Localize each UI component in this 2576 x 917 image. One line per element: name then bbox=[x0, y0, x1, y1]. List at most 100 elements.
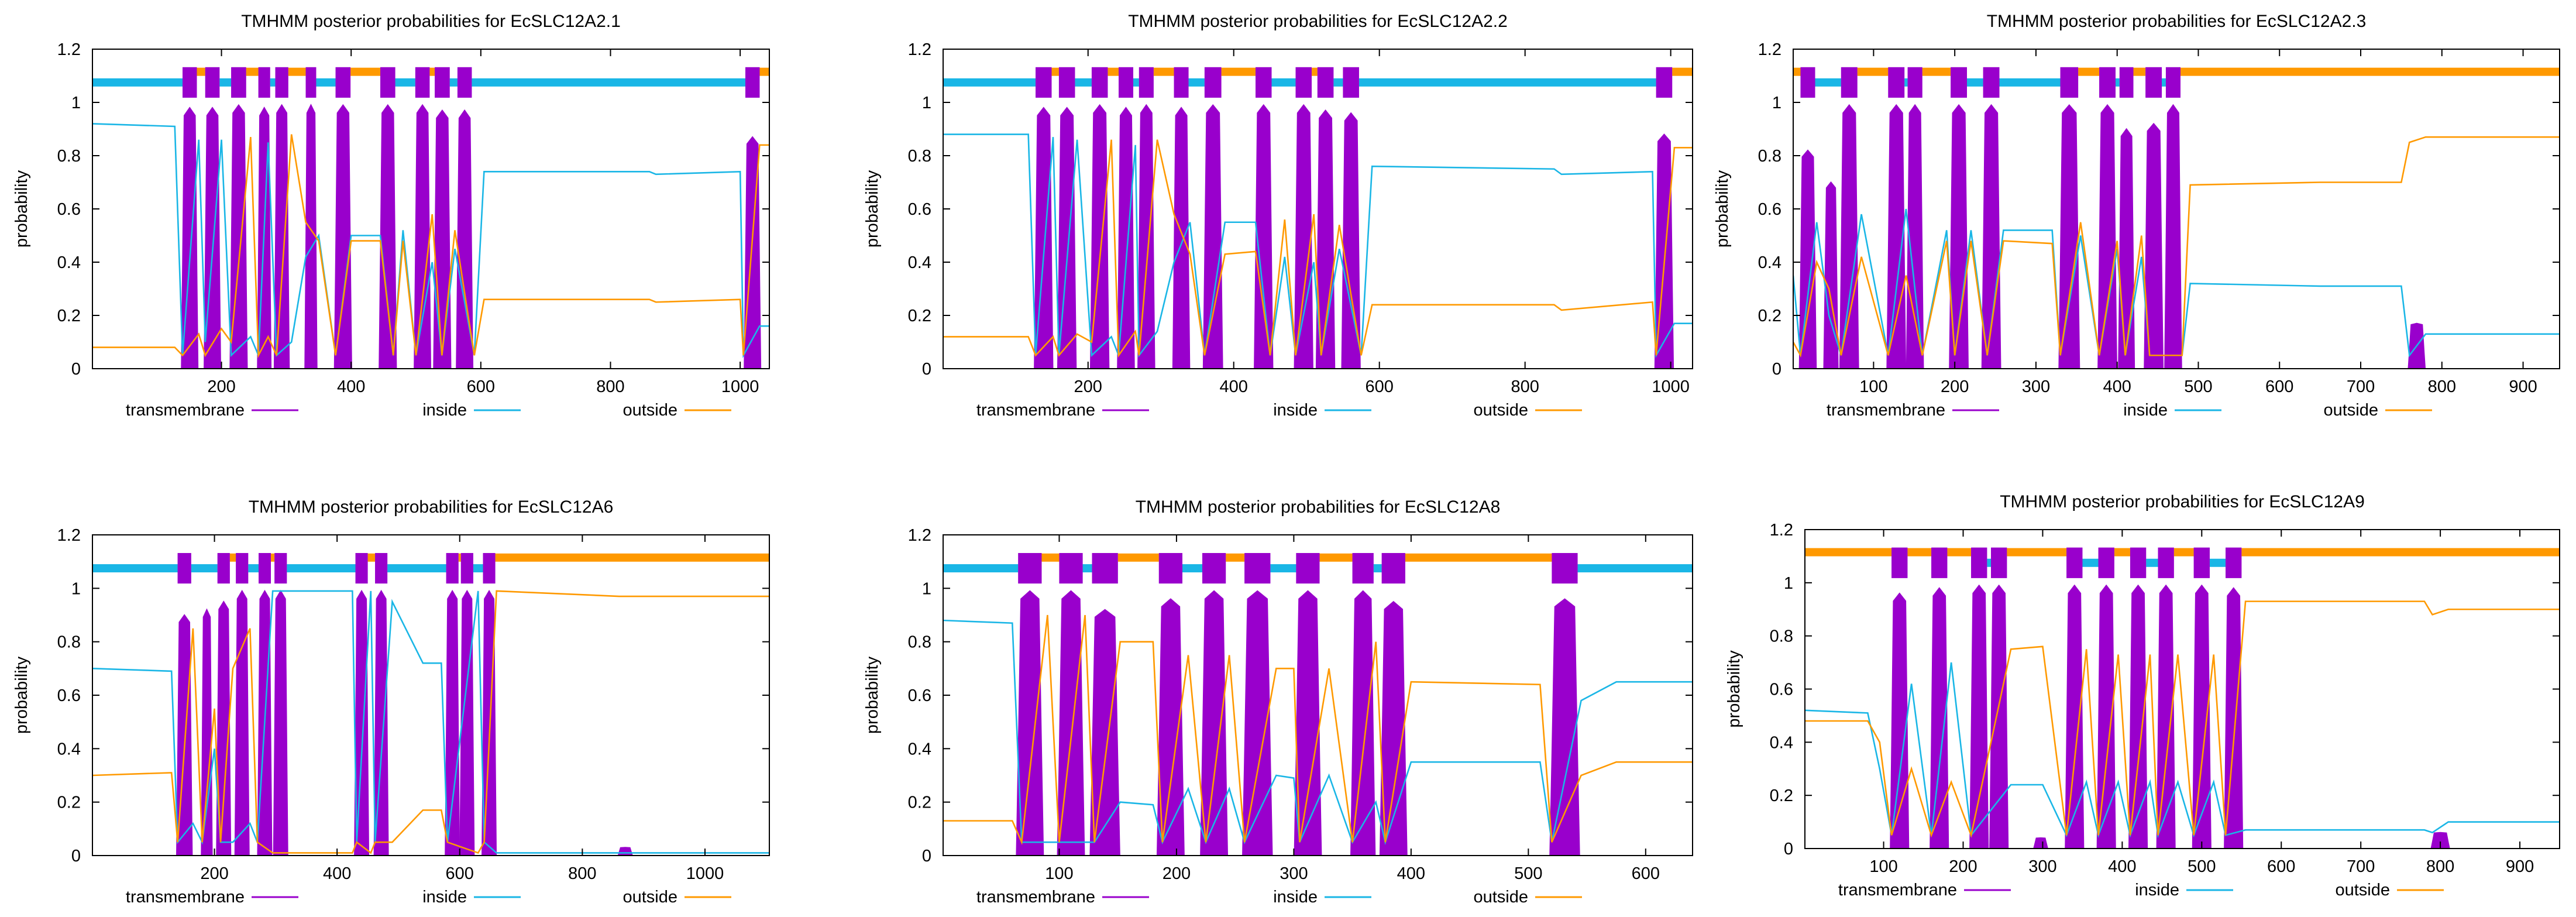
x-tick-label: 200 bbox=[1941, 377, 1969, 396]
y-tick-label: 1.2 bbox=[57, 526, 81, 545]
y-tick-label: 1.2 bbox=[57, 40, 81, 59]
topology-tm-box bbox=[745, 67, 760, 98]
tm-peak bbox=[2033, 837, 2048, 849]
tm-peak bbox=[273, 104, 290, 369]
tm-peak bbox=[273, 589, 288, 856]
x-tick-label: 400 bbox=[2108, 857, 2136, 876]
x-tick-label: 400 bbox=[337, 377, 365, 396]
topology-tm-box bbox=[2145, 67, 2162, 98]
chart-title: TMHMM posterior probabilities for EcSLC1… bbox=[241, 12, 621, 31]
topology-tm-box bbox=[457, 67, 472, 98]
topology-outside-bar bbox=[270, 553, 275, 562]
x-tick-label: 700 bbox=[2347, 377, 2375, 396]
topology-tm-box bbox=[1907, 67, 1922, 98]
x-tick-label: 400 bbox=[1220, 377, 1248, 396]
topology-inside-bar bbox=[92, 564, 178, 573]
tm-peak bbox=[617, 847, 633, 856]
x-tick-label: 800 bbox=[596, 377, 624, 396]
x-tick-label: 600 bbox=[467, 377, 495, 396]
x-tick-label: 500 bbox=[2184, 377, 2212, 396]
topology-tm-box bbox=[236, 553, 249, 584]
y-tick-label: 0.6 bbox=[908, 200, 931, 219]
topology-tm-box bbox=[1888, 67, 1905, 98]
topology-tm-box bbox=[375, 553, 388, 584]
legend-label-outside: outside bbox=[2335, 881, 2390, 899]
topology-tm-box bbox=[1244, 553, 1271, 584]
tm-peak bbox=[1117, 107, 1135, 369]
tm-peak bbox=[1057, 590, 1085, 856]
topology-tm-box bbox=[2119, 67, 2134, 98]
tm-peak bbox=[1379, 600, 1408, 856]
plot-area bbox=[92, 553, 769, 856]
topology-tm-box bbox=[177, 553, 191, 584]
topology-tm-box bbox=[1018, 553, 1042, 584]
topology-inside-bar bbox=[2209, 558, 2226, 567]
x-tick-label: 400 bbox=[1397, 864, 1425, 883]
topology-tm-box bbox=[483, 553, 496, 584]
x-tick-label: 200 bbox=[207, 377, 235, 396]
tm-peak bbox=[1294, 104, 1313, 369]
x-tick-label: 800 bbox=[2428, 377, 2456, 396]
chart-title: TMHMM posterior probabilities for EcSLC1… bbox=[249, 497, 614, 517]
topology-tm-box bbox=[1381, 553, 1405, 584]
x-tick-label: 600 bbox=[446, 864, 474, 883]
topology-outside-bar bbox=[2173, 548, 2194, 557]
topology-outside-bar bbox=[1226, 553, 1245, 562]
tm-peak bbox=[744, 136, 762, 369]
topology-inside-bar bbox=[395, 78, 415, 87]
y-tick-label: 0 bbox=[922, 847, 931, 866]
y-tick-label: 0.6 bbox=[1758, 200, 1781, 219]
y-tick-label: 0.8 bbox=[57, 633, 81, 652]
x-tick-label: 600 bbox=[2267, 857, 2295, 876]
y-axis-label: probability bbox=[12, 170, 31, 248]
topology-inside-bar bbox=[248, 564, 259, 573]
topology-tm-box bbox=[231, 67, 246, 98]
topology-tm-box bbox=[205, 67, 220, 98]
topology-outside-bar bbox=[1319, 553, 1353, 562]
chart-panel-3: TMHMM posterior probabilities for EcSLC1… bbox=[1713, 12, 2560, 420]
chart-panel-6: TMHMM posterior probabilities for EcSLC1… bbox=[1725, 492, 2560, 899]
y-tick-label: 0.2 bbox=[57, 307, 81, 325]
tm-peak bbox=[1242, 590, 1273, 856]
tm-peak bbox=[201, 608, 213, 856]
plot-area bbox=[1793, 67, 2560, 369]
topology-tm-box bbox=[460, 553, 473, 584]
topology-tm-box bbox=[1352, 553, 1374, 584]
chart-panel-4: TMHMM posterior probabilities for EcSLC1… bbox=[12, 497, 770, 906]
topology-outside-bar bbox=[1221, 67, 1256, 76]
chart-panel-1: TMHMM posterior probabilities for EcSLC1… bbox=[12, 12, 770, 420]
topology-inside-bar bbox=[191, 564, 218, 573]
topology-inside-bar bbox=[1966, 78, 1983, 87]
topology-outside-bar bbox=[246, 67, 259, 76]
tm-peak bbox=[234, 589, 250, 856]
topology-tm-box bbox=[274, 553, 287, 584]
y-tick-label: 0.6 bbox=[57, 686, 81, 705]
topology-tm-box bbox=[1139, 67, 1154, 98]
topology-tm-box bbox=[446, 553, 459, 584]
legend-label-outside: outside bbox=[1473, 401, 1528, 420]
x-tick-label: 900 bbox=[2509, 377, 2537, 396]
y-tick-label: 0.2 bbox=[57, 794, 81, 812]
topology-inside-bar bbox=[2082, 558, 2099, 567]
legend-label-inside: inside bbox=[2135, 881, 2179, 899]
y-tick-label: 0.6 bbox=[57, 200, 81, 219]
topology-tm-box bbox=[2130, 547, 2147, 578]
tm-peak bbox=[1202, 104, 1223, 369]
y-axis-label: probability bbox=[1713, 170, 1732, 248]
topology-inside-bar bbox=[270, 78, 276, 87]
topology-tm-box bbox=[1951, 67, 1967, 98]
topology-inside-bar bbox=[1270, 564, 1296, 573]
tm-peak bbox=[2058, 104, 2080, 369]
plot-area bbox=[1805, 547, 2560, 849]
topology-tm-box bbox=[355, 553, 368, 584]
topology-tm-box bbox=[380, 67, 395, 98]
topology-outside-bar bbox=[2241, 548, 2560, 557]
topology-tm-box bbox=[1036, 67, 1052, 98]
y-tick-label: 0.4 bbox=[57, 253, 81, 272]
chart-title: TMHMM posterior probabilities for EcSLC1… bbox=[1128, 12, 1508, 31]
topology-inside-bar bbox=[1182, 564, 1203, 573]
topology-tm-box bbox=[1656, 67, 1673, 98]
x-tick-label: 100 bbox=[1869, 857, 1897, 876]
topology-tm-box bbox=[1091, 67, 1108, 98]
topology-inside-bar bbox=[1815, 78, 1841, 87]
